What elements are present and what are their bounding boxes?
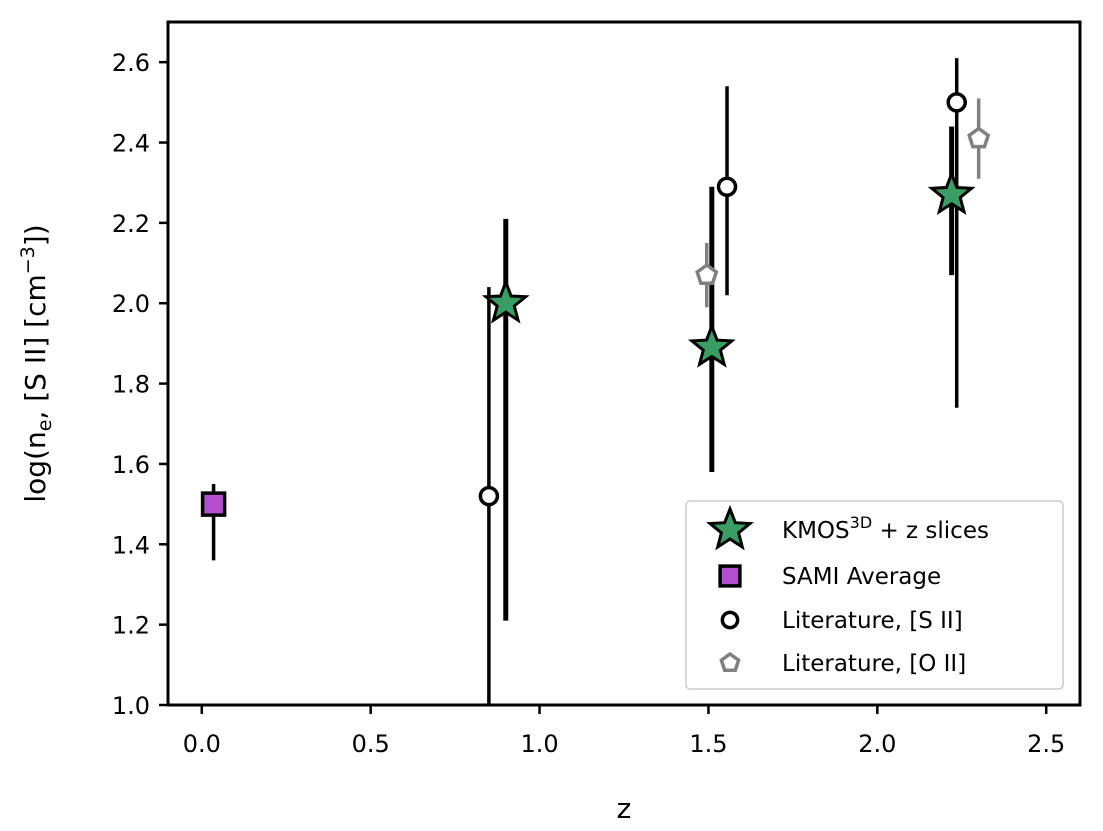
y-axis-label: log(ne, [S II] [cm−3]): [17, 224, 56, 502]
legend-pentagon-marker: [719, 651, 741, 673]
x-tick-label: 0.0: [183, 730, 221, 758]
legend-label: Literature, [S II]: [782, 608, 963, 634]
ticks-group: 0.0 0.5 1.0 1.5 2.0 2.5 1.0 1.2 1.4 1.6 1.8 2.0 2.2 2…: [112, 49, 1065, 758]
y-tick-label: 2.0: [112, 290, 150, 318]
y-axis-label-part: , [S II] [cm: [19, 274, 52, 419]
x-tick-label: 2.0: [858, 730, 896, 758]
circle-point: [716, 176, 738, 197]
legend-square-marker: [718, 564, 742, 588]
y-axis-label-part: ]): [19, 224, 52, 246]
legend-star-marker: [706, 504, 754, 551]
pentagon-point: [695, 262, 719, 285]
legend-label-text: SAMI Average: [782, 564, 941, 590]
star-point: [481, 278, 530, 324]
y-axis-label-part: log(n: [19, 431, 52, 502]
legend: KMOS3D + z slices SAMI Average Literature,…: [685, 500, 1064, 690]
y-tick-label: 2.2: [112, 210, 150, 238]
x-tick-label: 2.5: [1027, 730, 1065, 758]
y-tick-label: 2.6: [112, 49, 150, 77]
y-axis-label-part: −3: [17, 246, 39, 274]
y-tick-label: 1.6: [112, 451, 150, 479]
circle-point: [478, 485, 500, 507]
x-tick-label: 0.5: [352, 730, 390, 758]
square-point: [200, 491, 227, 517]
legend-label-text: Literature, [O II]: [782, 651, 966, 677]
markers-group: [200, 92, 991, 517]
legend-label: SAMI Average: [782, 564, 941, 590]
circle-point: [946, 92, 967, 113]
legend-label: Literature, [O II]: [782, 651, 966, 677]
plot-frame: [166, 20, 1082, 707]
legend-label-text: Literature, [S II]: [782, 608, 963, 634]
legend-label-text: KMOS: [782, 518, 850, 544]
y-tick-label: 1.2: [112, 612, 150, 640]
x-axis-label: z: [617, 792, 632, 825]
legend-circle-marker: [720, 610, 740, 630]
legend-items: KMOS3D + z slices SAMI Average Literature,…: [706, 504, 989, 677]
x-tick-label: 1.5: [689, 730, 727, 758]
legend-label-suffix: + z slices: [872, 518, 989, 544]
x-tick-label: 1.0: [520, 730, 558, 758]
y-tick-label: 2.4: [112, 130, 150, 158]
legend-label: KMOS3D + z slices: [782, 513, 989, 544]
y-axis-label-part: e: [34, 420, 56, 432]
y-tick-label: 1.0: [112, 692, 150, 720]
star-point: [687, 322, 736, 368]
star-point: [927, 169, 976, 216]
legend-box: [685, 500, 1064, 690]
pentagon-point: [967, 126, 991, 149]
legend-label-sup: 3D: [850, 513, 873, 532]
y-tick-label: 1.8: [112, 371, 150, 399]
y-tick-label: 1.4: [112, 531, 150, 559]
